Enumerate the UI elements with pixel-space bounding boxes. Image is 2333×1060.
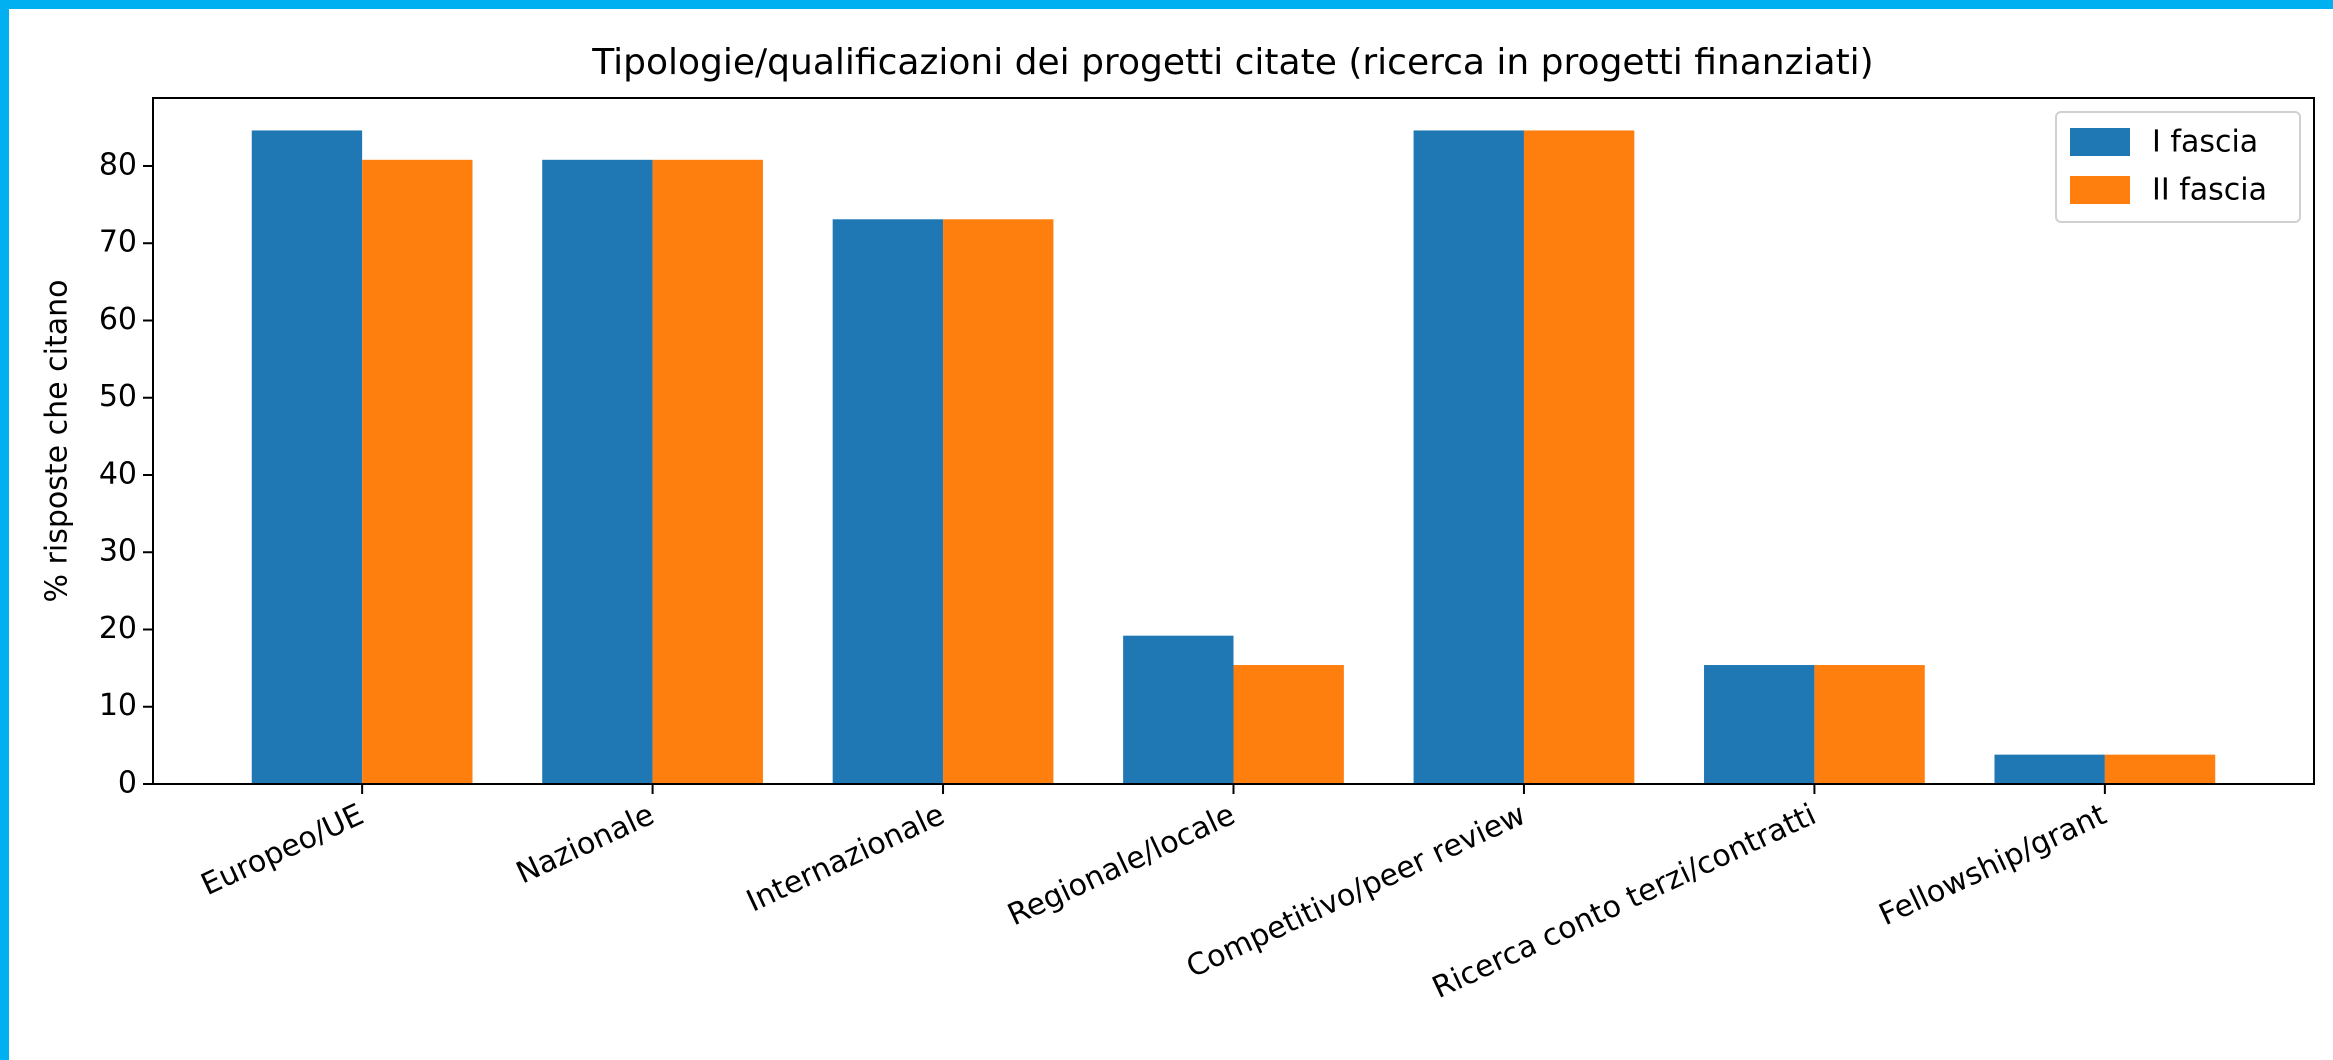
plot-frame	[152, 97, 2315, 785]
bar	[1123, 635, 1234, 784]
y-tick-label: 0	[118, 766, 137, 801]
bar	[2104, 754, 2216, 784]
bar	[362, 159, 473, 784]
y-tick-label: 60	[99, 302, 137, 337]
legend-label: II fascia	[2152, 173, 2267, 208]
y-axis-label: % risposte che citano	[40, 280, 75, 603]
bar	[1523, 130, 1635, 785]
y-tick-label: 40	[99, 456, 137, 491]
bar	[652, 159, 763, 784]
y-tick-label: 80	[99, 147, 137, 182]
bar	[1233, 665, 1344, 784]
x-tick-label: Nazionale	[511, 797, 659, 891]
x-tick-label: Regionale/locale	[1002, 797, 1240, 933]
y-tick-label: 70	[99, 225, 137, 260]
x-tick-label: Internazionale	[741, 797, 950, 919]
bar	[1704, 665, 1815, 784]
legend-swatch	[2070, 128, 2130, 156]
legend-swatch	[2070, 176, 2130, 204]
bar	[542, 159, 653, 784]
bar	[1814, 665, 1925, 784]
y-tick-label: 20	[99, 611, 137, 646]
bar	[832, 219, 944, 785]
y-tick-label: 50	[99, 379, 137, 414]
bar	[1413, 130, 1524, 785]
bar	[1994, 754, 2105, 784]
legend-label: I fascia	[2152, 125, 2258, 160]
x-tick-label: Fellowship/grant	[1874, 797, 2112, 933]
frame-left	[0, 0, 9, 1060]
x-tick-label: Europeo/UE	[196, 797, 369, 903]
y-tick-label: 10	[99, 688, 137, 723]
bar	[251, 130, 363, 785]
frame-top	[0, 0, 2333, 9]
y-tick-label: 30	[99, 534, 137, 569]
bar	[943, 219, 1054, 785]
legend: I fascia II fascia	[2055, 111, 2301, 223]
chart-title: Tipologie/qualificazioni dei progetti ci…	[591, 42, 1873, 83]
